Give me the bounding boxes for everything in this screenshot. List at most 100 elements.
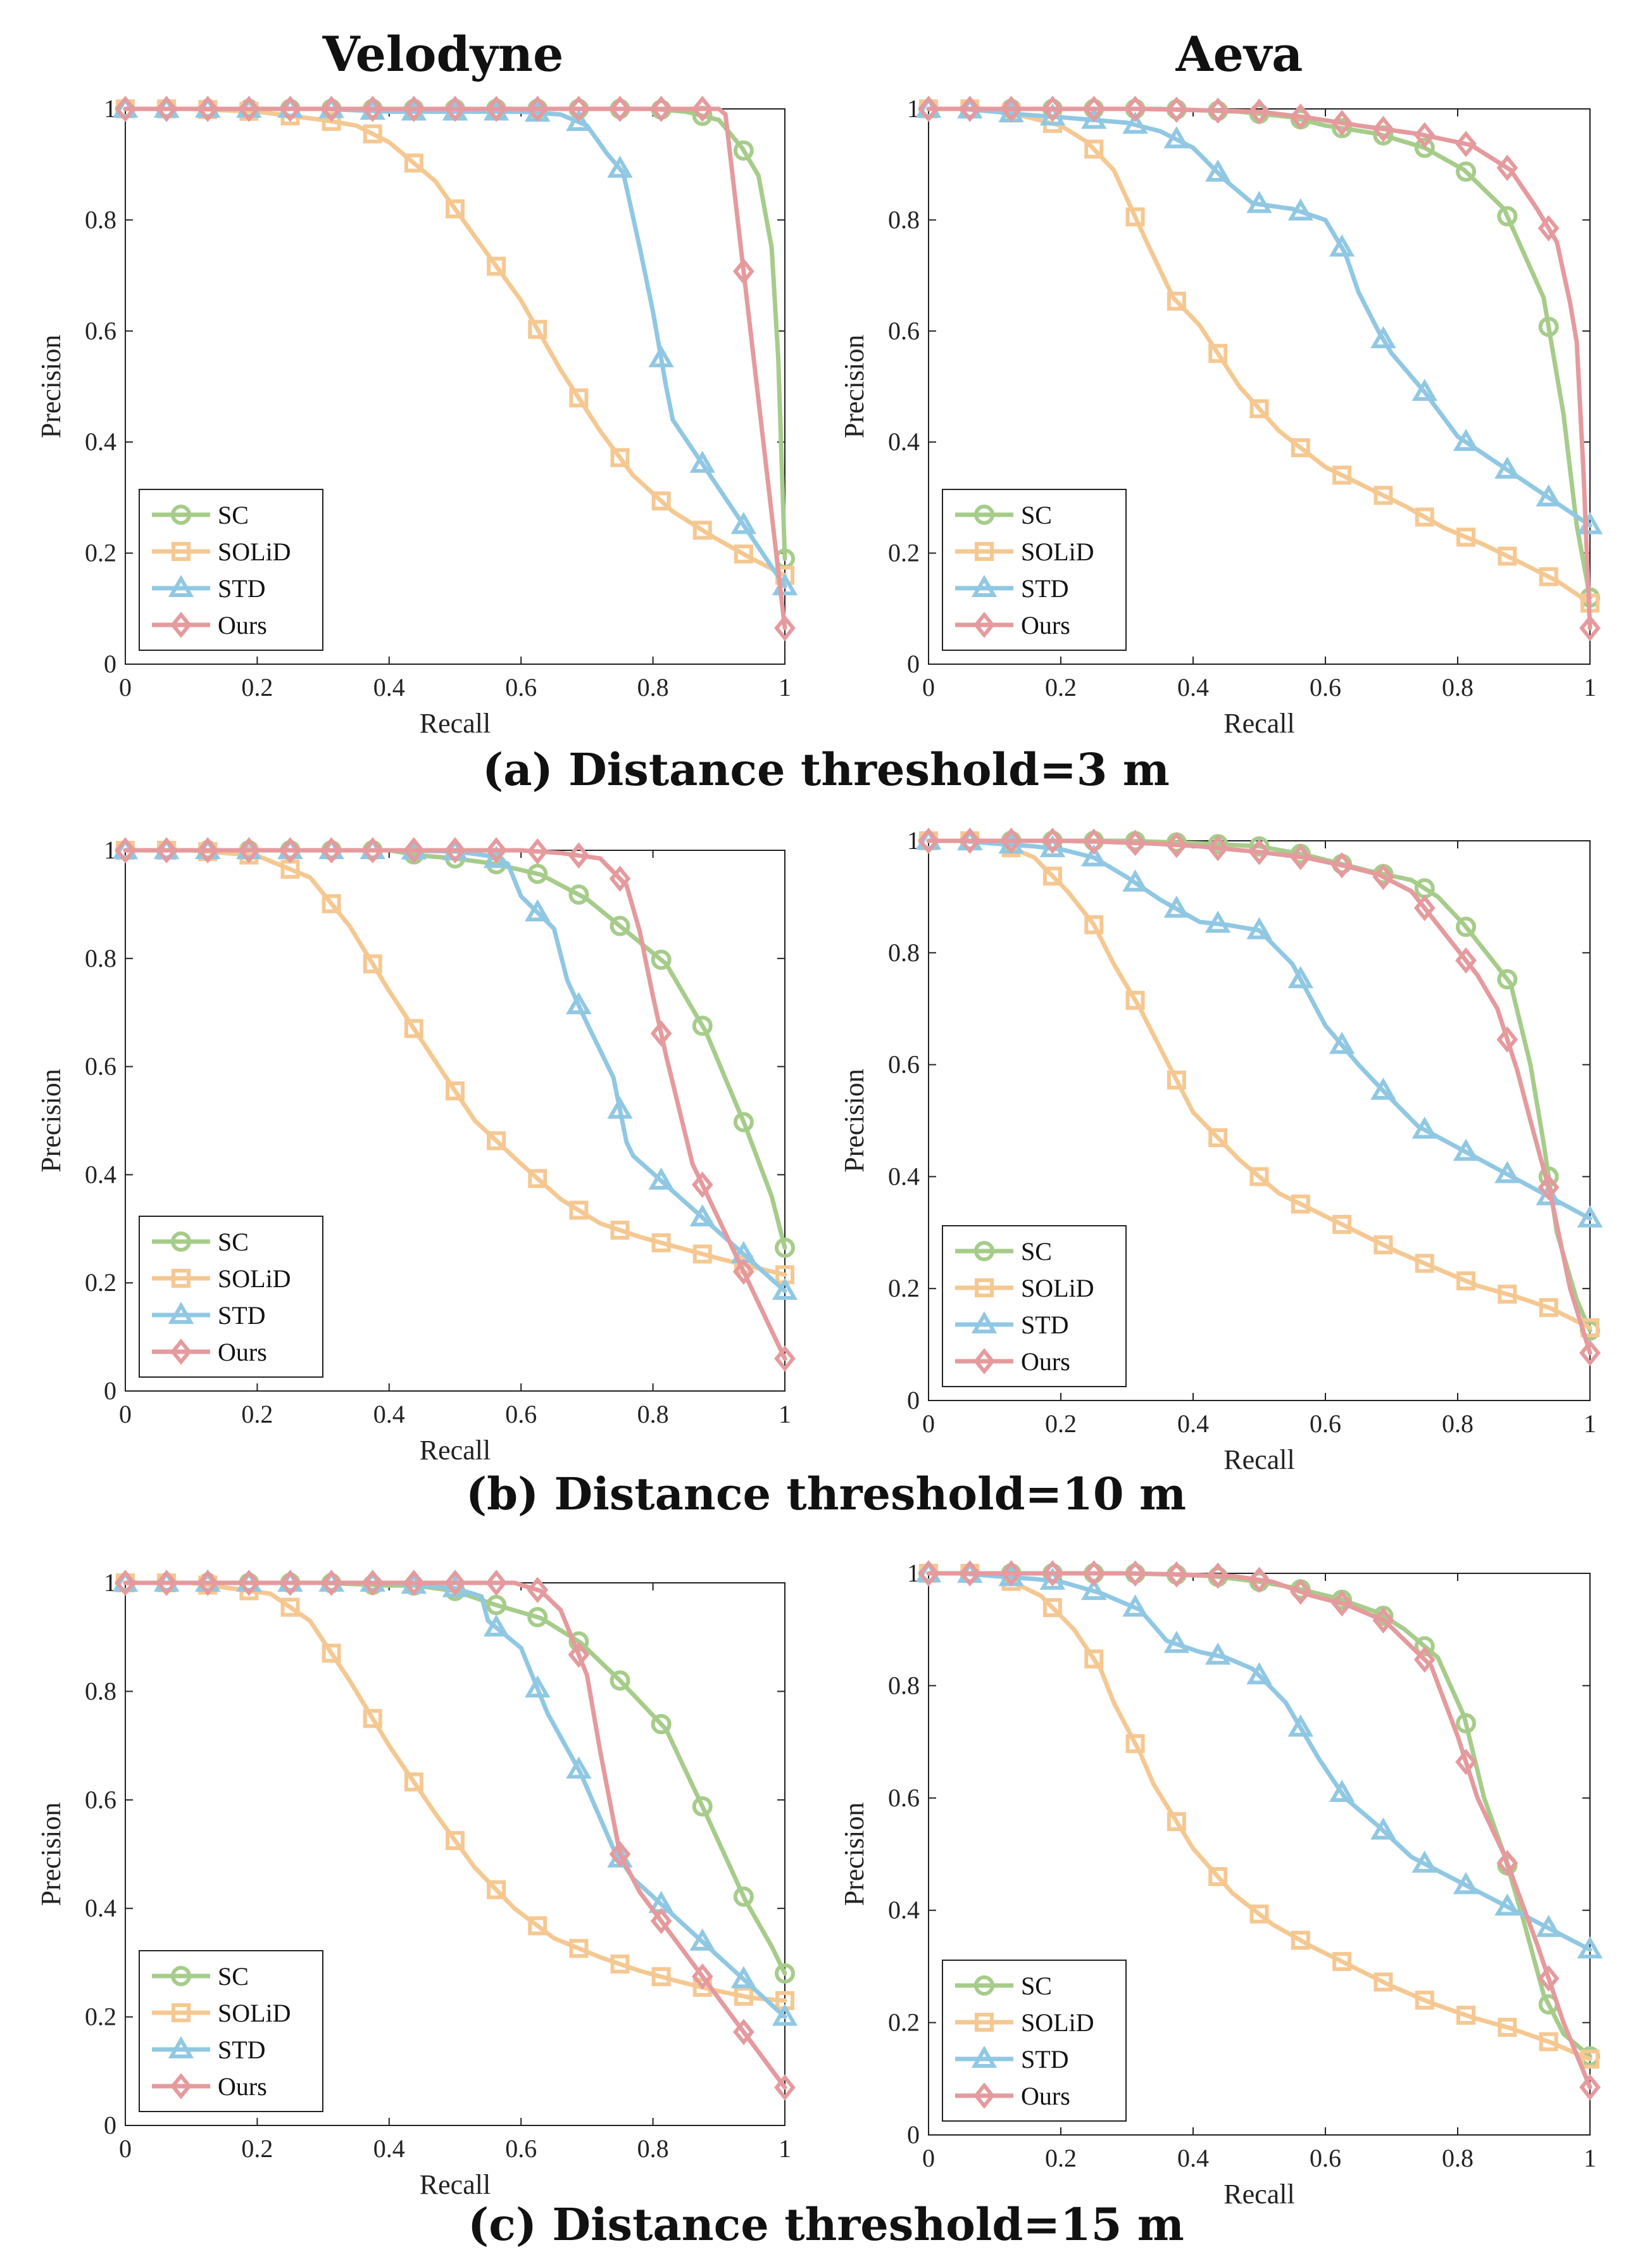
legend-label-solid: SOLiD <box>1021 1274 1094 1302</box>
series-point-solid <box>487 256 506 276</box>
series-point-solid <box>1167 1812 1186 1832</box>
y-tick-label: 0.8 <box>85 944 116 972</box>
series-point-std <box>1287 198 1314 221</box>
legend-marker-sc <box>974 505 994 525</box>
legend-marker-solid <box>975 1278 994 1297</box>
series-line-ours <box>926 838 1593 1356</box>
legend-label-std: STD <box>218 574 266 603</box>
x-tick-label: 0.2 <box>1045 1409 1077 1438</box>
legend-marker-sc <box>974 1975 994 1996</box>
series-point-std <box>1370 325 1396 348</box>
series-line-sc <box>123 848 787 1250</box>
series-point-ours <box>320 1570 342 1596</box>
series-point-solid <box>1498 1285 1517 1304</box>
legend-label-solid: SOLiD <box>1021 2008 1094 2037</box>
series-point-std <box>1329 1031 1355 1054</box>
series-line-std <box>926 838 1593 1221</box>
x-tick-label: 1 <box>779 2134 791 2163</box>
x-tick-label: 0.8 <box>1442 1409 1474 1438</box>
series-point-solid <box>610 448 630 467</box>
column-title-velodyne: Velodyne <box>322 26 564 82</box>
series-point-ours <box>568 96 590 122</box>
series-point-ours <box>361 96 384 122</box>
y-tick-label: 0.2 <box>85 2003 116 2031</box>
y-tick-label: 0.8 <box>85 205 116 234</box>
x-tick-label: 1 <box>1584 673 1596 702</box>
series-point-ours <box>733 258 754 285</box>
x-axis-label: Recall <box>420 708 491 739</box>
series-point-solid <box>1539 2032 1558 2051</box>
y-tick-label: 0.4 <box>888 1162 920 1190</box>
y-tick-label: 0 <box>104 2111 116 2139</box>
series-point-ours <box>1083 1560 1105 1587</box>
series-point-solid <box>1374 1972 1393 1992</box>
series-point-solid <box>569 388 589 408</box>
series-point-solid <box>1498 2017 1517 2037</box>
series-point-std <box>1329 1780 1355 1803</box>
y-tick-label: 0.8 <box>888 1671 920 1699</box>
y-tick-label: 0.8 <box>888 938 920 967</box>
y-tick-label: 0.2 <box>888 1274 920 1302</box>
series-point-ours <box>1331 110 1353 136</box>
legend-label-sc: SC <box>1021 501 1052 529</box>
y-tick-label: 0.8 <box>888 205 920 234</box>
series-point-std <box>1163 1630 1190 1653</box>
legend-label-ours: Ours <box>218 611 267 639</box>
series-point-std <box>566 1756 592 1779</box>
series-point-sc <box>1456 1713 1477 1734</box>
x-axis-label: Recall <box>1223 2179 1294 2210</box>
series-point-std <box>1411 1116 1437 1139</box>
series-point-std <box>1122 869 1148 892</box>
legend-label-sc: SC <box>218 1228 249 1256</box>
series-point-sc <box>1497 206 1518 227</box>
chart-panel-3: 0 0.2 0.4 0.6 0.8 1 0 0.2 0.4 0.6 0.8 1 Recall Precis… <box>839 826 1603 1475</box>
legend-marker-sc <box>974 1241 994 1261</box>
series-point-sc <box>1538 317 1559 337</box>
series-point-std <box>1163 895 1190 918</box>
series-point-ours <box>774 2074 796 2101</box>
legend-marker-ours <box>170 612 192 638</box>
series-point-std <box>1453 429 1479 451</box>
legend-marker-sc <box>171 1231 191 1252</box>
y-axis-label: Precision <box>839 1069 870 1173</box>
series-point-ours <box>485 1570 507 1596</box>
y-tick-label: 0.6 <box>85 317 116 345</box>
series-point-solid <box>692 520 712 540</box>
legend-label-std: STD <box>1021 574 1069 603</box>
series-point-solid <box>322 111 341 131</box>
x-tick-label: 0.2 <box>241 1400 273 1428</box>
series-point-solid <box>1415 1991 1434 2010</box>
series-point-ours <box>115 1570 136 1596</box>
series-point-ours <box>197 96 219 122</box>
series-point-solid <box>1332 1214 1352 1234</box>
legend: SC SOLiD STD Ours <box>942 489 1127 651</box>
series-point-ours <box>1207 97 1229 124</box>
series-point-ours <box>650 1020 672 1047</box>
series-point-solid <box>322 1644 341 1663</box>
series-point-ours <box>1248 838 1270 865</box>
series-point-solid <box>1249 399 1269 419</box>
series-point-ours <box>1166 1561 1187 1588</box>
series-point-std <box>1081 1578 1107 1601</box>
series-point-ours <box>279 96 301 122</box>
legend-label-std: STD <box>1021 1311 1069 1339</box>
series-point-solid <box>1456 2005 1476 2025</box>
series-point-ours <box>918 1560 939 1587</box>
series-point-std <box>1246 1662 1272 1685</box>
series-point-solid <box>280 1597 300 1617</box>
legend-marker-sc <box>171 505 191 525</box>
series-point-sc <box>692 1796 713 1817</box>
series-point-ours <box>1331 1590 1353 1617</box>
y-tick-label: 0.2 <box>85 539 116 567</box>
series-point-std <box>1411 379 1437 401</box>
series-point-ours <box>691 96 713 122</box>
series-point-solid <box>569 1200 589 1220</box>
legend-label-sc: SC <box>1021 1972 1052 2000</box>
series-point-std <box>1163 126 1190 149</box>
series-point-ours <box>197 837 219 864</box>
series-point-solid <box>1249 1904 1269 1924</box>
series-point-ours <box>650 96 672 122</box>
series-line-ours <box>926 106 1593 631</box>
y-tick-label: 0.6 <box>888 1784 920 1812</box>
